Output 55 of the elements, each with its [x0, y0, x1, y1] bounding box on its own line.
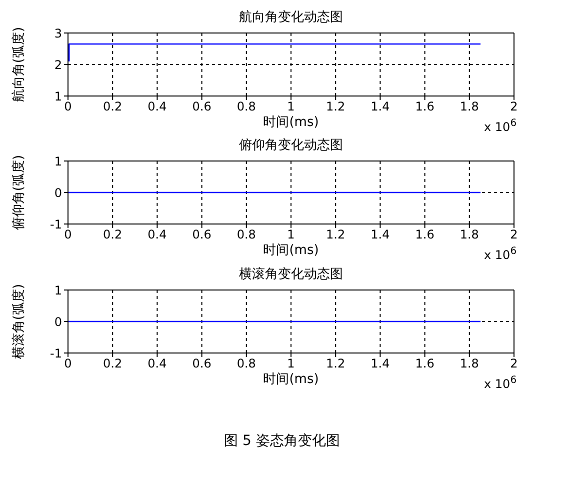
x-axis-title: 时间(ms): [263, 372, 319, 387]
text: x 10$^{6}$: [484, 375, 517, 391]
x-tick-label: 0.4: [148, 356, 167, 371]
x-tick-label: 0.2: [103, 100, 122, 114]
x-tick-label: 1.4: [370, 228, 390, 242]
y-tick-label: 0: [54, 314, 62, 329]
x-tick-label: 2: [510, 100, 518, 114]
y-tick-label: -1: [50, 217, 62, 232]
x-tick-label: 1: [287, 356, 295, 371]
y-tick-label: 2: [54, 58, 62, 72]
chart-title: 横滚角变化动态图: [238, 266, 344, 283]
y-axis-title: 横滚角(弧度): [10, 284, 27, 360]
x-tick-label: 1.8: [460, 356, 479, 371]
x-tick-label: 1.6: [415, 356, 434, 371]
x-tick-label: 1: [287, 228, 295, 242]
x-tick-label: 0.6: [192, 100, 212, 114]
x-tick-label: 1.4: [370, 100, 390, 114]
x-tick-label: 1.8: [460, 100, 479, 114]
x-tick-label: 0.6: [192, 356, 212, 371]
chart-title: 航向角变化动态图: [238, 9, 344, 26]
x-tick-label: 1.2: [326, 356, 346, 371]
x-tick-label: 0.6: [192, 228, 212, 242]
x-axis-title: 时间(ms): [263, 243, 319, 258]
x-tick-label: 1.6: [415, 100, 434, 114]
x-tick-label: 1.2: [326, 228, 346, 242]
x-tick-label: 0.2: [103, 228, 122, 242]
x-tick-label: 0.8: [236, 356, 256, 371]
chart-title: 俯仰角变化动态图: [238, 137, 344, 154]
text: x 10$^{6}$: [484, 118, 517, 134]
y-tick-label: 1: [54, 283, 62, 298]
x-tick-label: 0.8: [236, 100, 256, 114]
x-axis-title: 时间(ms): [263, 115, 319, 130]
x-tick-label: 0.4: [148, 228, 167, 242]
y-axis-title: 航向角(弧度): [10, 26, 27, 102]
x-tick-label: 2: [510, 228, 518, 242]
x-tick-label: 1.8: [460, 228, 479, 242]
caption: 图 5 姿态角变化图: [223, 432, 341, 450]
text: x 10$^{6}$: [484, 246, 517, 262]
y-tick-label: 1: [54, 89, 62, 104]
y-tick-label: -1: [50, 346, 62, 360]
x-tick-label: 1.4: [370, 356, 390, 371]
x-tick-label: 0.4: [148, 100, 167, 114]
x-tick-label: 2: [510, 356, 518, 371]
y-tick-label: 1: [54, 154, 62, 168]
y-axis-title: 俯仰角(弧度): [10, 154, 27, 230]
x-tick-label: 1.2: [326, 100, 346, 114]
x-tick-label: 0: [64, 228, 72, 242]
x-tick-label: 0.2: [103, 356, 122, 371]
x-tick-label: 0: [64, 356, 72, 371]
y-tick-label: 3: [54, 26, 62, 40]
y-tick-label: 0: [54, 186, 62, 200]
x-tick-label: 1: [287, 100, 295, 114]
x-tick-label: 0.8: [236, 228, 256, 242]
x-tick-label: 0: [64, 100, 72, 114]
x-tick-label: 1.6: [415, 228, 434, 242]
